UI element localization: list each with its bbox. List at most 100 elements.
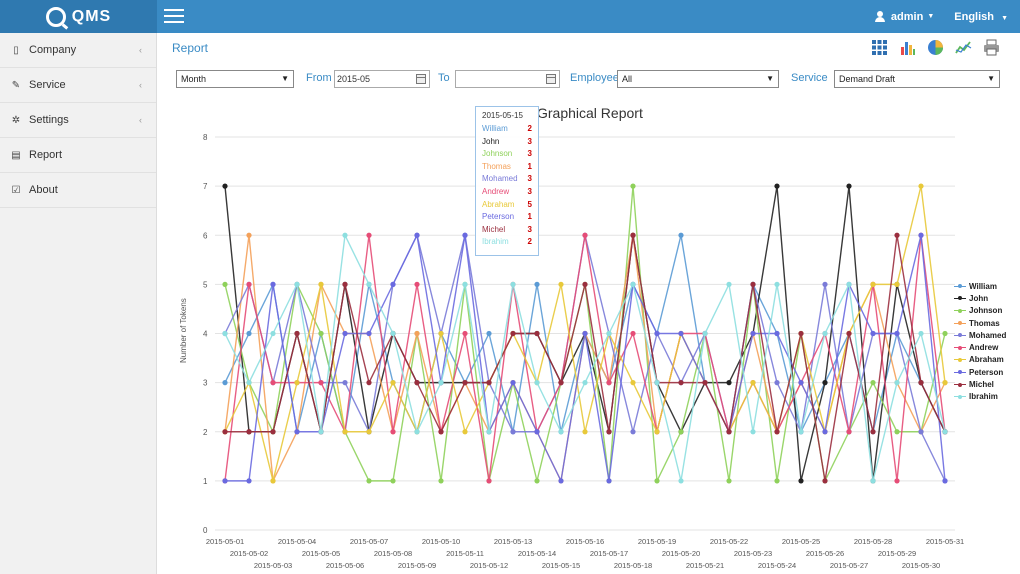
data-point <box>894 429 900 435</box>
tooltip-date: 2015-05-15 <box>482 111 523 120</box>
legend-item[interactable]: Mohamed <box>954 329 1006 341</box>
bar-chart-icon[interactable] <box>899 39 916 56</box>
tooltip-series-name: Andrew <box>482 186 510 196</box>
x-tick-label: 2015-05-15 <box>542 561 580 570</box>
data-point <box>222 281 228 287</box>
data-point <box>318 281 324 287</box>
legend-item[interactable]: Peterson <box>954 366 1006 378</box>
building-icon: ▯ <box>13 44 19 56</box>
legend-item[interactable]: Michel <box>954 378 1006 390</box>
data-point <box>654 330 660 337</box>
caret-down-icon: ▼ <box>927 13 935 20</box>
period-select[interactable]: Month ▼ <box>176 70 294 88</box>
legend-label: Andrew <box>969 343 999 353</box>
sidebar-item-service[interactable]: ✎ Service ‹ <box>0 68 156 103</box>
data-point <box>558 478 564 484</box>
breadcrumb[interactable]: Report <box>172 41 209 55</box>
legend-item[interactable]: Ibrahim <box>954 391 1006 403</box>
data-point <box>534 281 540 287</box>
data-point <box>222 183 228 189</box>
data-point <box>822 478 828 484</box>
data-point <box>822 380 828 386</box>
legend-item[interactable]: Andrew <box>954 341 1006 353</box>
from-date-input[interactable]: 2015-05 <box>334 70 430 88</box>
legend-item[interactable]: Johnson <box>954 305 1006 317</box>
legend-item[interactable]: John <box>954 292 1006 304</box>
printer-icon[interactable] <box>983 39 1000 56</box>
calendar-icon[interactable] <box>546 74 556 84</box>
data-point <box>726 478 732 484</box>
data-point <box>558 380 564 386</box>
data-point <box>654 380 660 386</box>
sidebar-item-settings[interactable]: ✲ Settings ‹ <box>0 103 156 138</box>
data-point <box>870 429 876 435</box>
legend-item[interactable]: Abraham <box>954 354 1006 366</box>
data-point <box>630 281 636 287</box>
caret-down-icon: ▼ <box>1001 14 1008 22</box>
logo[interactable]: QMS <box>0 0 157 33</box>
data-point <box>894 380 900 386</box>
calendar-icon[interactable] <box>416 74 426 84</box>
data-point <box>366 429 372 435</box>
x-tick-label: 2015-05-26 <box>806 549 844 558</box>
data-point <box>894 330 900 337</box>
tooltip-series-value: 3 <box>527 174 532 184</box>
sidebar-item-report[interactable]: ▤ Report <box>0 138 156 173</box>
line-chart-icon[interactable] <box>955 39 972 56</box>
y-tick-label: 5 <box>203 280 208 289</box>
y-tick-label: 0 <box>203 526 208 535</box>
data-point <box>582 429 588 435</box>
sidebar-item-label: Report <box>29 149 63 161</box>
to-date-input[interactable] <box>455 70 560 88</box>
sidebar-item-company[interactable]: ▯ Company ‹ <box>0 33 156 68</box>
tooltip-series-name: Abraham <box>482 199 515 209</box>
menu-toggle-icon[interactable] <box>164 9 184 24</box>
data-point <box>534 330 540 337</box>
y-tick-label: 2 <box>203 428 208 437</box>
pie-chart-icon[interactable] <box>927 39 944 56</box>
dropdown-arrow-icon: ▼ <box>987 74 995 83</box>
data-point <box>774 380 780 386</box>
data-point <box>390 380 396 386</box>
x-tick-label: 2015-05-23 <box>734 549 772 558</box>
data-point <box>366 380 372 386</box>
data-point <box>510 380 516 386</box>
data-point <box>678 429 684 435</box>
data-point <box>870 478 876 484</box>
data-point <box>270 429 276 435</box>
data-point <box>390 330 396 337</box>
tooltip-row: Michel 3 <box>482 224 532 237</box>
data-point <box>630 183 636 189</box>
data-point <box>942 478 948 484</box>
sidebar-item-about[interactable]: ☑ About <box>0 173 156 208</box>
data-point <box>486 330 492 337</box>
logo-icon <box>45 6 66 27</box>
grid-view-icon[interactable] <box>871 39 888 56</box>
legend-item[interactable]: Thomas <box>954 317 1006 329</box>
data-point <box>870 281 876 287</box>
logo-text: QMS <box>71 7 112 25</box>
user-menu[interactable]: admin ▼ <box>874 11 935 23</box>
data-point <box>510 429 516 435</box>
data-point <box>606 330 612 337</box>
employee-select[interactable]: All ▼ <box>617 70 779 88</box>
data-point <box>414 232 420 238</box>
legend-item[interactable]: William <box>954 280 1006 292</box>
y-tick-label: 6 <box>203 231 208 240</box>
data-point <box>534 380 540 386</box>
language-menu[interactable]: English ▼ <box>954 11 1008 23</box>
chart-legend: William John Johnson Thomas Mohamed Andrew Abr… <box>954 280 1006 403</box>
data-point <box>726 429 732 435</box>
tooltip-series-name: Johnson <box>482 149 513 159</box>
x-tick-label: 2015-05-25 <box>782 537 820 546</box>
tooltip-series-value: 5 <box>527 199 532 209</box>
legend-label: Johnson <box>969 306 1003 316</box>
data-point <box>342 232 348 238</box>
dropdown-arrow-icon: ▼ <box>766 74 774 83</box>
service-select[interactable]: Demand Draft ▼ <box>834 70 1000 88</box>
tooltip-row: Ibrahim 2 <box>482 236 532 249</box>
data-point <box>246 330 252 337</box>
legend-marker <box>954 381 966 389</box>
tooltip-row: John 3 <box>482 136 532 149</box>
x-tick-label: 2015-05-21 <box>686 561 724 570</box>
